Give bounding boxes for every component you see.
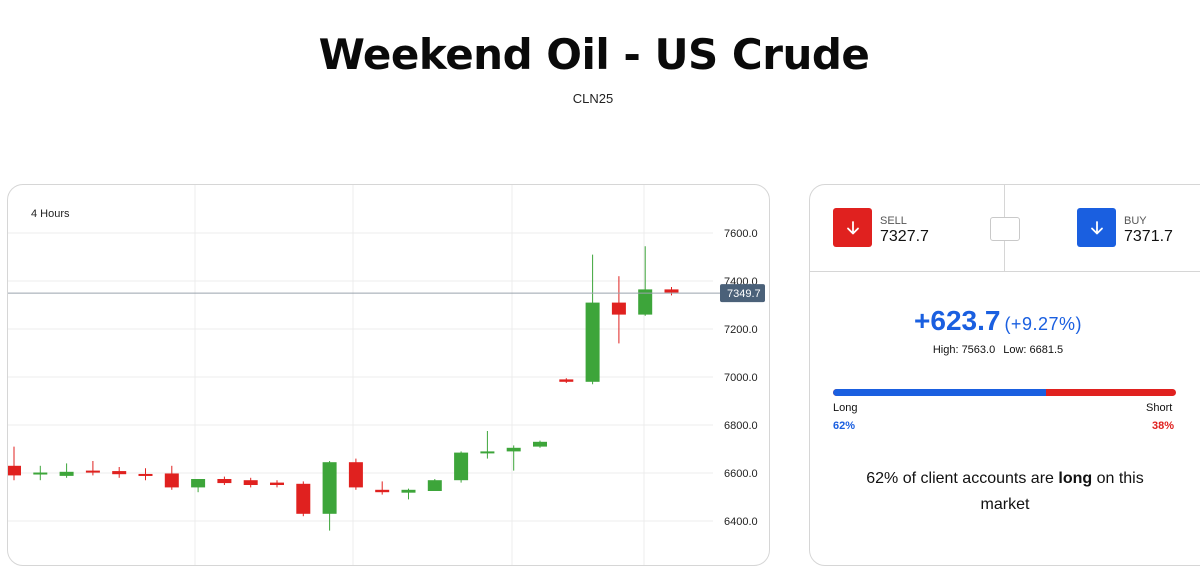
- page-title: Weekend Oil - US Crude: [318, 30, 870, 79]
- sell-button[interactable]: [833, 208, 872, 247]
- candle-body: [480, 451, 495, 454]
- trade-buttons-row: SELL 7327.7 BUY 7371.7: [810, 185, 1200, 272]
- short-percent: 38%: [1152, 420, 1175, 432]
- candle-body: [33, 472, 48, 475]
- candle-body: [638, 289, 653, 315]
- high-low: High: 7563.0 Low: 6681.5: [810, 344, 1186, 356]
- sentiment-long-fill: [833, 389, 1046, 396]
- long-percent: 62%: [833, 420, 856, 432]
- short-label: Short: [1146, 402, 1173, 414]
- buy-label: BUY: [1124, 215, 1147, 227]
- last-price-tag: [720, 284, 765, 303]
- candle-body: [59, 471, 74, 476]
- y-tick-label: 7600.0: [724, 228, 758, 240]
- sentiment-text-suffix: on this market: [980, 470, 1144, 513]
- candle-body: [348, 462, 363, 488]
- y-tick-label: 7200.0: [724, 324, 758, 336]
- buy-price[interactable]: 7371.7: [1124, 228, 1173, 245]
- arrow-down-icon: [846, 220, 859, 234]
- sentiment-bar: [833, 389, 1176, 396]
- candle-body: [611, 302, 626, 315]
- page-subtitle: CLN25: [572, 91, 614, 106]
- sell-label: SELL: [880, 215, 907, 227]
- candle-body: [533, 441, 547, 447]
- candle-body: [559, 379, 574, 382]
- candle-body: [296, 483, 311, 514]
- candle-body: [585, 302, 600, 382]
- arrow-down-icon: [1090, 220, 1103, 234]
- price-change: +623.7 (+9.27%): [810, 305, 1186, 337]
- y-tick-label: 6800.0: [724, 420, 758, 432]
- price-chart-card[interactable]: 6400.0 6600.0 6800.0 7000.0 7200.0 7400.0 7600…: [7, 184, 770, 566]
- y-tick-label: 6400.0: [724, 516, 758, 528]
- sentiment-summary: 62% of client accounts are long on this …: [840, 466, 1170, 518]
- change-percent: (+9.27%): [1004, 314, 1082, 334]
- price-chart[interactable]: 6400.06600.06800.07000.07200.07400.07600…: [8, 185, 769, 565]
- candle-body: [270, 482, 284, 485]
- spread-box: [990, 217, 1020, 241]
- candle-body: [243, 480, 258, 485]
- high-value: High: 7563.0: [932, 344, 996, 356]
- buy-button[interactable]: [1077, 208, 1116, 247]
- last-price-label: 7349.7: [727, 288, 761, 300]
- candle-body: [164, 473, 179, 488]
- candle-body: [8, 465, 21, 476]
- candle-body: [454, 452, 469, 481]
- low-value: Low: 6681.5: [1003, 344, 1064, 356]
- sentiment-text-bold: long: [1058, 470, 1093, 487]
- candle-body: [375, 489, 390, 493]
- sentiment-text-prefix: 62% of client accounts are: [866, 470, 1054, 487]
- sell-price[interactable]: 7327.7: [880, 228, 929, 245]
- candle-body: [401, 489, 416, 493]
- y-tick-label: 7000.0: [724, 372, 758, 384]
- candle-body: [112, 471, 127, 475]
- candle-body: [85, 470, 100, 473]
- candle-body: [664, 289, 679, 293]
- candle-body: [191, 479, 206, 488]
- change-value: +623.7: [914, 305, 1001, 336]
- candle-body: [322, 462, 337, 514]
- long-label: Long: [833, 402, 858, 414]
- timeframe-label[interactable]: 4 Hours: [31, 208, 70, 220]
- trade-panel: SELL 7327.7 BUY 7371.7 +623.7 (+9.27%) Hi…: [809, 184, 1200, 566]
- candle-body: [506, 447, 521, 452]
- candle-body: [427, 480, 442, 491]
- candle-body: [138, 473, 153, 476]
- candle-body: [217, 479, 232, 484]
- y-tick-label: 6600.0: [724, 468, 758, 480]
